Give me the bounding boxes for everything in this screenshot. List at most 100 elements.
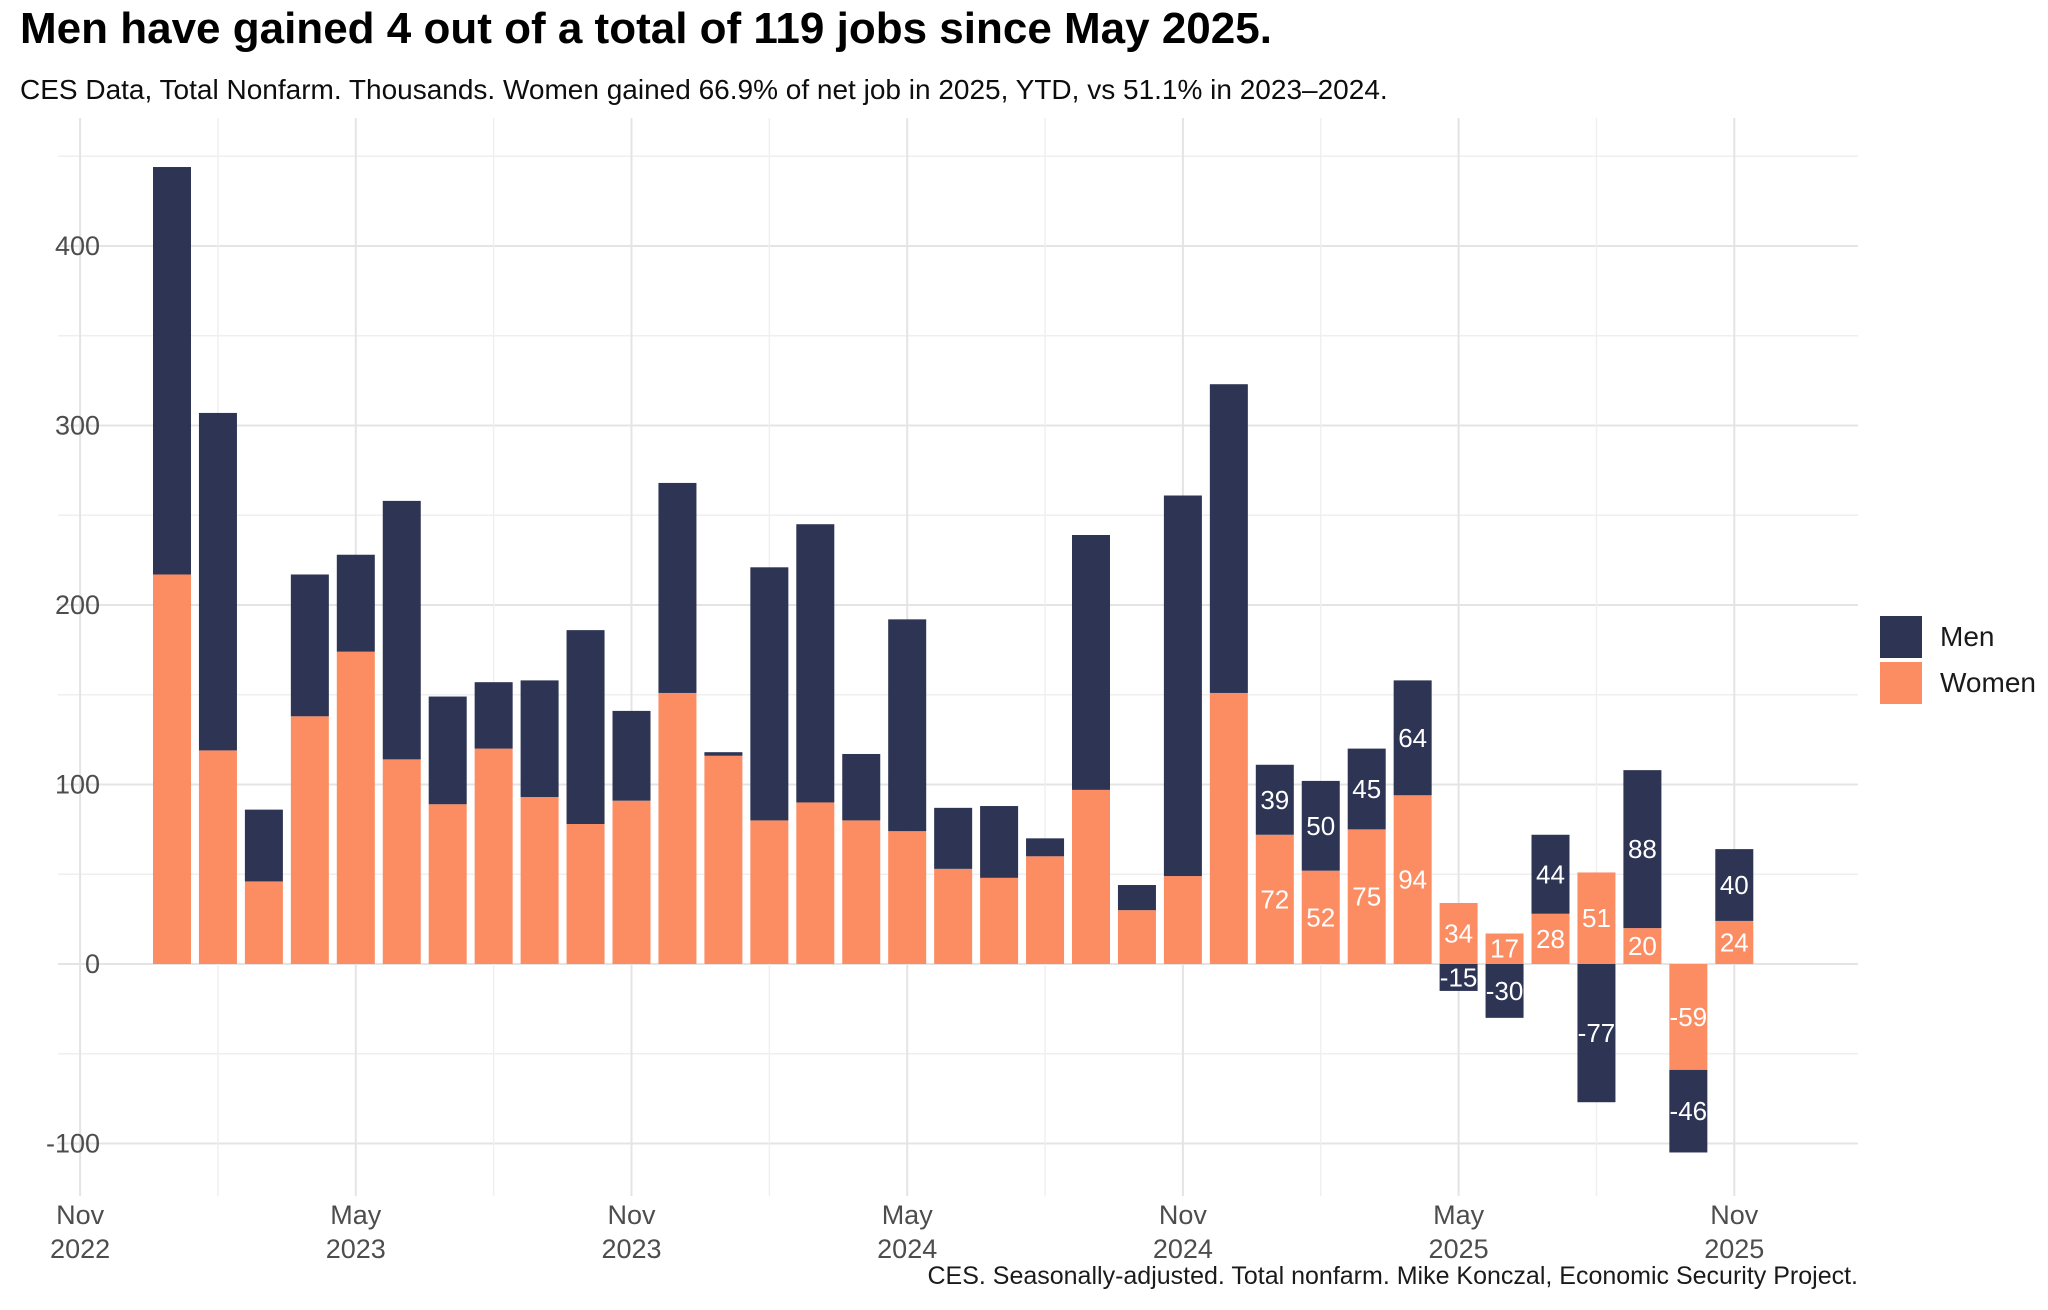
legend-label-men: Men	[1940, 621, 1995, 652]
bar-value-label-women: -59	[1670, 1002, 1708, 1032]
bar-segment-men	[1072, 534, 1110, 790]
bar-segment-women	[704, 755, 743, 964]
x-tick-label-year: 2024	[877, 1234, 937, 1264]
chart-subtitle: CES Data, Total Nonfarm. Thousands. Wome…	[20, 74, 1388, 105]
bar-value-label-men: -46	[1670, 1096, 1708, 1126]
x-tick-label-month: Nov	[607, 1200, 656, 1230]
bar-segment-women	[1209, 692, 1248, 964]
bar-value-label-women: 51	[1582, 903, 1611, 933]
bar-segment-women	[290, 716, 329, 964]
bar-segment-women	[1393, 795, 1432, 964]
x-tick-label-year: 2023	[601, 1234, 661, 1264]
bar-value-label-women: 17	[1490, 934, 1519, 964]
bar-value-label-men: 88	[1628, 834, 1657, 864]
bar-segment-men	[658, 482, 697, 693]
y-tick-label: 0	[85, 949, 100, 979]
bar-segment-men	[474, 682, 513, 749]
bar-segment-men	[980, 806, 1019, 878]
bar-value-label-women: 20	[1628, 931, 1657, 961]
bar-segment-women	[1531, 913, 1570, 964]
bar-segment-men	[1715, 849, 1754, 921]
bar-segment-women	[658, 692, 697, 964]
bar-segment-men	[428, 696, 467, 805]
x-tick-label-month: Nov	[56, 1200, 105, 1230]
bar-segment-women	[980, 877, 1019, 964]
y-tick-label: 200	[55, 590, 100, 620]
bar-segment-women	[382, 759, 421, 964]
bar-segment-men	[888, 619, 927, 832]
bar-segment-men	[750, 567, 789, 821]
bar-value-label-men: -30	[1486, 976, 1524, 1006]
legend-label-women: Women	[1940, 667, 2036, 698]
bar-segment-men	[1209, 384, 1248, 693]
bar-segment-men	[1163, 495, 1202, 877]
bar-segment-women	[520, 797, 559, 964]
bar-value-label-men: 50	[1306, 811, 1335, 841]
x-tick-label-year: 2023	[326, 1234, 386, 1264]
bar-segment-women	[566, 823, 605, 964]
legend-item-women: Women	[1880, 662, 2048, 704]
bar-segment-men	[1347, 748, 1386, 830]
bar-segment-men	[1117, 885, 1156, 911]
bar-value-label-women: 75	[1352, 882, 1381, 912]
bar-segment-women	[1669, 964, 1708, 1070]
bar-value-label-women: 34	[1444, 918, 1473, 948]
bar-segment-men	[1439, 964, 1478, 991]
bar-value-label-women: 94	[1398, 865, 1427, 895]
bar-value-label-men: 64	[1398, 723, 1427, 753]
bar-segment-men	[336, 554, 375, 652]
bar-segment-men	[520, 680, 559, 798]
bar-segment-women	[153, 574, 191, 964]
bar-segment-men	[1026, 838, 1065, 857]
bar-segment-women	[934, 868, 973, 964]
bar-value-label-men: 40	[1720, 870, 1749, 900]
x-tick-label-year: 2022	[50, 1234, 110, 1264]
men-color-swatch	[1880, 616, 1922, 658]
bar-segment-women	[474, 748, 513, 964]
bar-value-label-women: 52	[1306, 902, 1335, 932]
bar-segment-men	[1485, 964, 1524, 1018]
bar-segment-men	[1301, 780, 1340, 871]
bar-segment-women	[1117, 910, 1156, 964]
bar-segment-men	[198, 412, 237, 751]
chart-caption: CES. Seasonally-adjusted. Total nonfarm.…	[927, 1262, 1858, 1290]
chart-legend: Men Women	[1880, 616, 2048, 708]
bar-value-label-women: 28	[1536, 924, 1565, 954]
bar-segment-men	[566, 630, 605, 824]
bar-segment-women	[750, 820, 789, 964]
bar-value-label-women: 72	[1260, 884, 1289, 914]
y-tick-label: -100	[46, 1129, 100, 1159]
bar-segment-men	[1577, 964, 1616, 1103]
x-tick-label-year: 2025	[1704, 1234, 1764, 1264]
bar-segment-women	[198, 750, 237, 964]
bar-value-label-men: 44	[1536, 859, 1565, 889]
x-tick-label-month: Nov	[1159, 1200, 1208, 1230]
bar-segment-men	[612, 710, 651, 801]
women-color-swatch	[1880, 662, 1922, 704]
bar-segment-men	[796, 524, 835, 803]
bar-segment-men	[153, 167, 191, 575]
chart-title: Men have gained 4 out of a total of 119 …	[20, 4, 1272, 53]
bar-segment-women	[888, 831, 927, 964]
x-tick-label-month: May	[330, 1200, 382, 1230]
x-tick-label-month: Nov	[1710, 1200, 1759, 1230]
bar-value-label-men: -77	[1578, 1018, 1616, 1048]
bar-segment-women	[1485, 933, 1524, 964]
bar-value-label-men: 39	[1260, 785, 1289, 815]
bar-segment-women	[244, 881, 283, 964]
bar-segment-women	[842, 820, 881, 964]
x-tick-label-year: 2024	[1153, 1234, 1213, 1264]
bar-segment-men	[244, 809, 283, 882]
bar-segment-men	[290, 574, 329, 717]
bar-segment-women	[1439, 902, 1478, 964]
bar-segment-women	[1301, 870, 1340, 964]
bar-segment-men	[704, 752, 743, 756]
bar-segment-women	[1072, 789, 1110, 964]
x-tick-label-month: May	[1433, 1200, 1485, 1230]
bar-segment-men	[842, 753, 881, 821]
x-tick-label-year: 2025	[1429, 1234, 1489, 1264]
bar-value-label-women: 24	[1720, 927, 1749, 957]
bar-segment-women	[336, 651, 375, 964]
bar-segment-women	[1163, 876, 1202, 964]
